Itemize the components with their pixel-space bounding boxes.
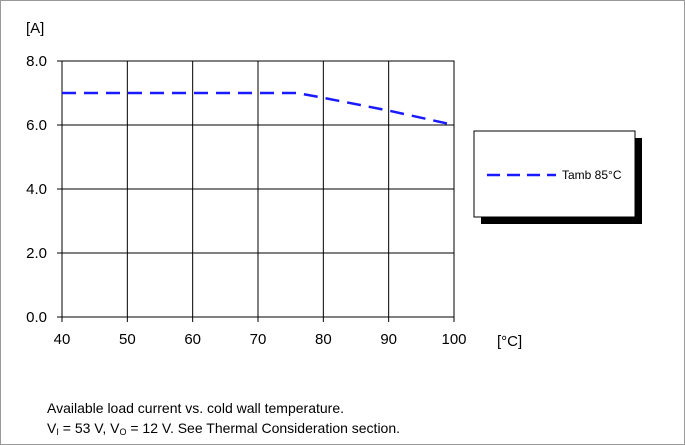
- grid: [61, 60, 455, 318]
- series-layer: [62, 91, 455, 127]
- y-tick-label: 2.0: [26, 245, 47, 262]
- caption-line-1: Available load current vs. cold wall tem…: [47, 400, 345, 416]
- legend-label: Tamb 85°C: [562, 168, 622, 182]
- caption-line-2: VI = 53 V, VO = 12 V. See Thermal Consid…: [47, 418, 400, 442]
- y-tick-label: 8.0: [26, 53, 47, 70]
- vi-subscript: I: [56, 427, 59, 437]
- vi-value: = 53 V,: [58, 420, 111, 436]
- caption: Available load current vs. cold wall tem…: [47, 398, 400, 442]
- x-tick-label: 100: [441, 331, 466, 348]
- legend: Tamb 85°C: [473, 130, 642, 224]
- y-tick-label: 4.0: [26, 181, 47, 198]
- y-tick-label: 0.0: [26, 309, 47, 326]
- x-tick-label: 90: [380, 331, 397, 348]
- y-axis-label: [A]: [26, 20, 44, 37]
- x-tick-label: 70: [250, 331, 267, 348]
- x-tick-label: 50: [119, 331, 136, 348]
- tick-labels: 0.0 2.0 4.0 6.0 8.0 40 50 60 70 80 90 100: [26, 53, 466, 348]
- x-tick-label: 80: [315, 331, 332, 348]
- vo-subscript: O: [119, 427, 127, 437]
- x-axis-label: [°C]: [497, 333, 522, 350]
- x-tick-label: 40: [54, 331, 71, 348]
- caption-line-2-rest: = 12 V. See Thermal Consideration sectio…: [126, 420, 401, 436]
- series-line: [62, 91, 455, 127]
- x-tick-label: 60: [184, 331, 201, 348]
- vo-symbol: V: [110, 420, 120, 436]
- y-tick-label: 6.0: [26, 117, 47, 134]
- vi-symbol: V: [47, 420, 57, 436]
